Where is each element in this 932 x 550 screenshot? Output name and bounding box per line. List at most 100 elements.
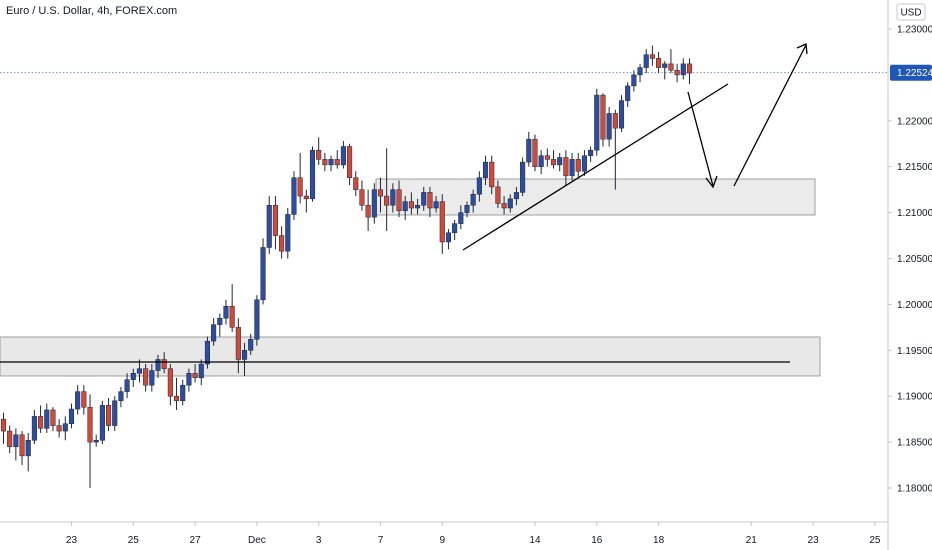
price-tick-label: 1.18500: [897, 438, 932, 449]
candle-body-down: [173, 395, 180, 402]
time-tick-label: 25: [128, 535, 140, 546]
candle: [365, 189, 371, 231]
candle: [439, 194, 445, 254]
candle: [56, 419, 62, 438]
candle-body-up: [198, 363, 204, 379]
candle: [631, 70, 637, 92]
candle-body-down: [612, 113, 618, 129]
candle: [75, 385, 81, 415]
candle: [13, 428, 19, 461]
candle: [674, 63, 680, 83]
current-price-value: 1.22524: [897, 68, 932, 79]
arrow-head-up: [796, 43, 808, 55]
candle: [0, 412, 7, 444]
candle-body-up: [507, 198, 513, 209]
candle-body-up: [211, 324, 217, 342]
time-tick-label: 23: [66, 535, 78, 546]
candle-body-up: [625, 85, 631, 101]
candle: [353, 171, 359, 197]
candle: [7, 425, 13, 454]
candle-body-up: [340, 146, 346, 166]
support-zone-upper: [375, 178, 816, 216]
candle: [99, 400, 105, 444]
price-tick-label: 1.19000: [897, 392, 932, 403]
candle-body-up: [99, 405, 105, 441]
time-tick-label: 3: [316, 535, 322, 546]
candle: [316, 137, 322, 165]
candle-body-down: [161, 359, 167, 369]
candle-body-up: [223, 305, 229, 319]
candle: [427, 186, 433, 218]
candle-body-up: [285, 214, 291, 252]
time-tick-label: 14: [529, 535, 541, 546]
arrow-head-down: [705, 175, 718, 189]
candle-body-up: [217, 317, 223, 325]
candle: [532, 134, 538, 172]
candle-body-up: [266, 205, 272, 248]
support-zone-lower: [0, 336, 821, 377]
candle-body-up: [476, 177, 482, 195]
candle: [544, 148, 550, 167]
candle-body-down: [167, 368, 173, 397]
candle: [569, 152, 575, 181]
candle-body-down: [56, 425, 62, 432]
candle-body-up: [538, 155, 544, 167]
candle: [279, 226, 285, 259]
candle-body-down: [384, 195, 390, 206]
candle-body-down: [686, 63, 693, 74]
time-axis[interactable]: 23 25 27 Dec 3 7 9 14 16 18 21 23 25: [0, 521, 888, 546]
price-axis[interactable]: USD 1.23000 1.22000 1.21500 1.21000 1.20500 1.…: [887, 0, 932, 550]
candle-body-up: [93, 440, 99, 443]
candle: [272, 196, 278, 250]
candle: [550, 150, 557, 169]
candle-body-down: [668, 63, 674, 71]
candle-body-down: [550, 159, 557, 166]
candle-body-down: [365, 205, 371, 218]
chart-title: Euro / U.S. Dollar, 4h, FOREX.com: [6, 5, 178, 17]
candle: [211, 318, 217, 346]
candle: [433, 196, 439, 213]
candle-body-down: [297, 177, 303, 197]
candle: [557, 152, 563, 172]
currency-box-frame: [896, 3, 926, 21]
candle: [155, 354, 161, 378]
candle: [149, 364, 155, 392]
time-tick-label: 25: [869, 535, 881, 546]
candle-body-up: [557, 157, 563, 166]
candle-body-up: [452, 223, 458, 234]
candle-body-down: [532, 138, 538, 167]
candle: [384, 148, 390, 231]
candle: [266, 196, 272, 254]
candle: [204, 336, 210, 369]
candle-body-up: [588, 149, 594, 156]
candle-body-up: [470, 193, 476, 206]
candle: [198, 359, 204, 386]
currency-box: USD: [896, 3, 926, 21]
candle-body-up: [445, 232, 452, 243]
candle-body-up: [149, 370, 155, 386]
candle: [31, 409, 37, 444]
candle-body-up: [513, 192, 519, 200]
candle-body-up: [112, 400, 118, 426]
candle-body-up: [291, 177, 297, 215]
candle-body-up: [371, 189, 377, 218]
candle-body-down: [353, 177, 359, 190]
candle-body-up: [390, 189, 396, 206]
candle-body-up: [569, 159, 575, 177]
candle: [396, 180, 402, 218]
price-tick-label: 1.23000: [897, 25, 932, 36]
candle-body-up: [637, 67, 643, 76]
candle: [44, 403, 50, 433]
candle-body-up: [44, 409, 50, 429]
candle: [106, 398, 112, 432]
candle-body-up: [254, 299, 260, 340]
candle: [408, 192, 414, 215]
candle-body-up: [328, 159, 334, 166]
candle-body-up: [680, 63, 686, 76]
candle-body-up: [180, 384, 186, 402]
candle-body-up: [62, 423, 68, 432]
candle-body-down: [50, 409, 56, 426]
candle: [291, 171, 297, 220]
